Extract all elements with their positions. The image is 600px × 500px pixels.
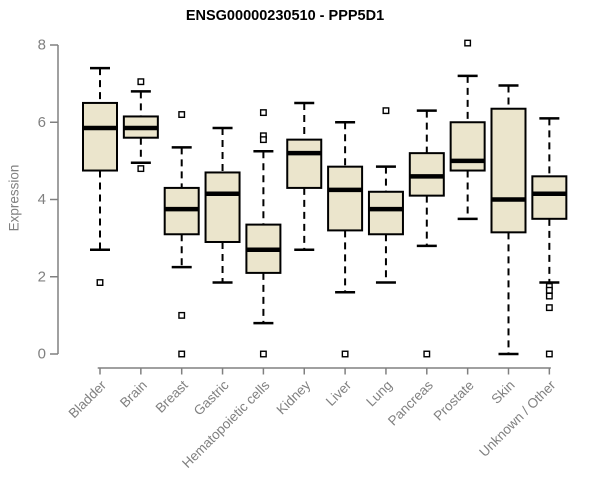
y-tick-label: 6: [38, 114, 46, 131]
outlier-point: [464, 39, 472, 47]
outlier-point: [545, 350, 553, 358]
boxplot-skin: [490, 84, 527, 356]
category-label-brain: Brain: [117, 378, 150, 411]
box-rect: [286, 138, 323, 189]
outlier-point: [178, 311, 186, 319]
category-label-skin: Skin: [488, 378, 517, 407]
chart-title: ENSG00000230510 - PPP5D1: [185, 8, 385, 24]
boxplot-brain: [122, 78, 159, 173]
outlier-point: [96, 279, 104, 286]
y-tick-label: 4: [38, 191, 46, 208]
outlier-point: [137, 165, 145, 173]
outlier-point: [545, 292, 553, 300]
boxplot-breast: [163, 111, 200, 358]
category-label-lung: Lung: [363, 378, 395, 410]
outlier-point: [259, 136, 267, 144]
outlier-point: [341, 350, 349, 358]
boxplot-liver: [327, 121, 364, 358]
boxplot-hematopoietic-cells: [245, 109, 282, 358]
category-label-gastric: Gastric: [191, 377, 232, 418]
outlier-point: [137, 78, 145, 86]
boxplot-pancreas: [408, 109, 445, 358]
outlier-point: [545, 286, 553, 294]
category-label-liver: Liver: [323, 377, 355, 409]
box-rect: [82, 101, 118, 172]
outlier-point: [178, 111, 186, 118]
outlier-point: [545, 304, 553, 312]
category-label-prostate: Prostate: [431, 378, 477, 424]
outlier-point: [178, 350, 186, 358]
category-label-kidney: Kidney: [274, 377, 314, 417]
outlier-point: [259, 350, 267, 358]
category-label-bladder: Bladder: [66, 377, 110, 421]
outlier-point: [423, 350, 431, 358]
outlier-point: [259, 109, 267, 117]
box-rect: [204, 171, 241, 243]
y-tick-label: 8: [38, 37, 46, 54]
box-rect: [531, 175, 568, 220]
boxplot-lung: [367, 107, 404, 284]
boxplot-bladder: [82, 66, 118, 286]
box-rect: [367, 190, 404, 236]
box-rect: [327, 165, 364, 232]
category-label-pancreas: Pancreas: [385, 377, 436, 428]
category-label-unknown-other: Unknown / Other: [476, 377, 559, 460]
box-rect: [449, 121, 486, 172]
y-tick-label: 2: [38, 268, 46, 285]
box-rect: [490, 107, 527, 234]
boxplot-unknown-other: [531, 117, 568, 358]
boxplot-gastric: [204, 126, 241, 284]
category-label-breast: Breast: [153, 377, 191, 415]
boxplot-prostate: [449, 39, 486, 221]
boxplot-kidney: [286, 101, 323, 251]
outlier-point: [382, 107, 390, 115]
y-tick-label: 0: [38, 346, 46, 363]
